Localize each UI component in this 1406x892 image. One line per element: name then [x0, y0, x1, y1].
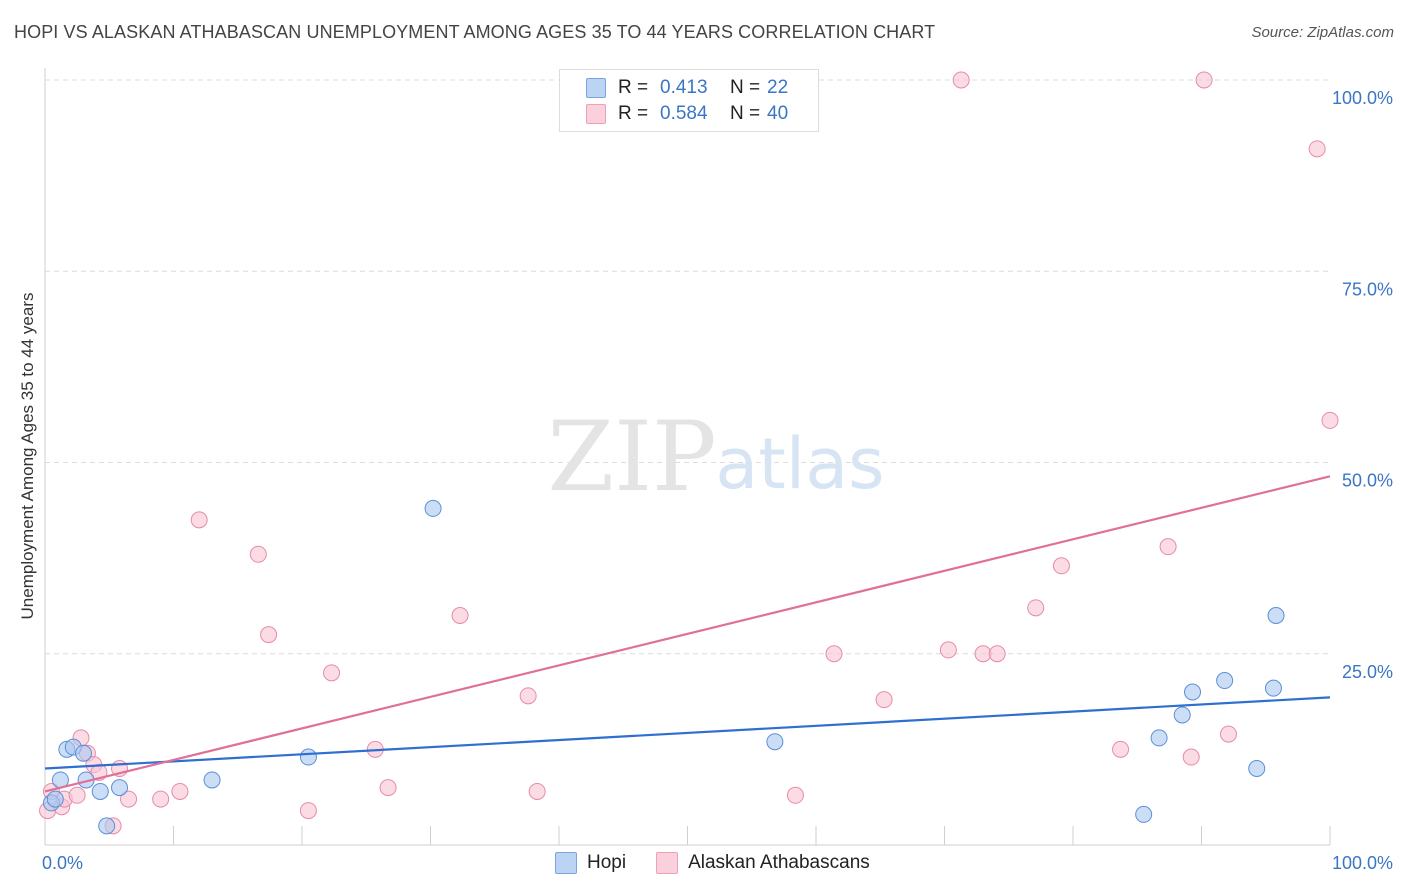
chart-title: HOPI VS ALASKAN ATHABASCAN UNEMPLOYMENT … [14, 22, 936, 42]
series-legend-label-hopi: Hopi [587, 852, 627, 873]
point-hopi-18 [1216, 672, 1234, 690]
y-tick-label-1: 50.0% [1342, 471, 1393, 491]
point-hopi-12 [424, 499, 442, 517]
legend-swatch-hopi [586, 78, 606, 98]
legend-row-hopi: R = 0.413 N = 22 [586, 76, 788, 100]
legend-n-label: N = [730, 77, 761, 98]
point-hopi-16 [1173, 706, 1191, 724]
point-alaskan-37 [1219, 725, 1237, 743]
legend-r-value-alaskan: 0.584 [660, 103, 708, 124]
trend-lines [44, 475, 1331, 793]
axes [44, 68, 1331, 846]
series-legend-swatch-hopi [555, 852, 577, 874]
point-alaskan-38 [1308, 140, 1326, 158]
point-hopi-8 [98, 817, 116, 835]
watermark: ZIP atlas [547, 401, 884, 513]
point-alaskan-34 [1159, 538, 1177, 556]
point-alaskan-20 [379, 779, 397, 797]
point-alaskan-32 [1052, 557, 1070, 575]
series-legend-alaskan[interactable]: Alaskan Athabascans [656, 852, 870, 874]
point-hopi-11 [299, 748, 317, 766]
legend-n-value-alaskan: 40 [767, 103, 789, 124]
watermark-zip: ZIP [547, 401, 716, 513]
gridlines [45, 79, 1330, 655]
series-hopi [42, 499, 1285, 835]
point-alaskan-24 [786, 786, 804, 804]
legend-row-alaskan: R = 0.584 N = 40 [586, 102, 788, 126]
point-hopi-17 [1184, 683, 1202, 701]
point-hopi-5 [75, 744, 93, 762]
point-hopi-19 [1248, 760, 1266, 777]
point-alaskan-33 [1112, 740, 1130, 758]
trend-line-hopi [44, 696, 1331, 770]
legend-r-label: R = [618, 77, 649, 98]
point-alaskan-4 [68, 786, 86, 804]
point-hopi-15 [1150, 729, 1168, 747]
point-alaskan-21 [451, 607, 469, 624]
point-hopi-21 [1267, 607, 1285, 624]
point-hopi-9 [111, 779, 129, 797]
legend-r-label: R = [618, 103, 649, 124]
point-alaskan-35 [1182, 748, 1200, 766]
series-legend-label-alaskan: Alaskan Athabascans [688, 852, 870, 873]
legend-n-label: N = [730, 103, 761, 124]
point-alaskan-27 [939, 641, 957, 659]
point-alaskan-12 [152, 790, 170, 808]
point-alaskan-39 [1321, 411, 1339, 429]
point-alaskan-31 [1027, 599, 1045, 617]
point-alaskan-11 [120, 790, 138, 808]
point-hopi-7 [91, 782, 109, 800]
point-hopi-1 [46, 790, 64, 808]
point-alaskan-28 [952, 71, 970, 89]
legend-r-value-hopi: 0.413 [660, 77, 708, 98]
point-alaskan-16 [260, 626, 278, 644]
series-legend-hopi[interactable]: Hopi [555, 852, 626, 874]
y-tick-label-0: 25.0% [1342, 662, 1393, 682]
point-alaskan-17 [299, 802, 317, 820]
x-tick-label-1: 100.0% [1332, 853, 1393, 873]
watermark-atlas: atlas [715, 423, 884, 505]
point-alaskan-25 [825, 645, 843, 663]
point-alaskan-26 [875, 691, 893, 709]
series-legend: Hopi Alaskan Athabascans [555, 852, 900, 874]
point-alaskan-36 [1195, 71, 1213, 89]
point-hopi-10 [203, 771, 221, 789]
point-alaskan-14 [190, 511, 208, 529]
point-alaskan-15 [249, 545, 267, 563]
series-legend-swatch-alaskan [656, 852, 679, 874]
y-tick-label-3: 100.0% [1332, 88, 1393, 108]
point-alaskan-30 [988, 645, 1006, 663]
x-tick-label-0: 0.0% [42, 853, 83, 873]
point-alaskan-22 [519, 687, 537, 705]
trend-line-alaskan [44, 475, 1331, 793]
y-tick-label-2: 75.0% [1342, 279, 1393, 299]
point-alaskan-18 [323, 664, 341, 682]
point-hopi-14 [1135, 805, 1153, 823]
source-label: Source: ZipAtlas.com [1251, 24, 1394, 41]
legend: R = 0.413 N = 22 R = 0.584 N = 40 [559, 69, 819, 132]
point-alaskan-29 [974, 645, 992, 663]
point-hopi-20 [1264, 679, 1282, 697]
point-alaskan-13 [171, 782, 189, 800]
point-hopi-13 [766, 733, 784, 751]
point-alaskan-23 [528, 782, 546, 800]
legend-swatch-alaskan [586, 104, 606, 124]
tick-labels: 25.0% 50.0% 75.0% 100.0% 0.0% 100.0% [42, 88, 1393, 873]
legend-n-value-hopi: 22 [767, 77, 789, 98]
